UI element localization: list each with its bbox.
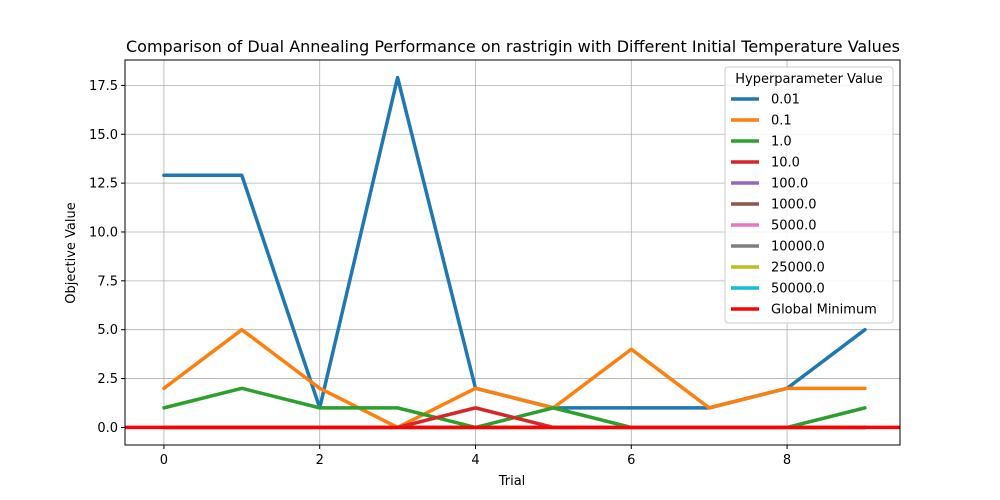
y-tick-label: 2.5: [97, 372, 118, 387]
plot-lines: [125, 75, 900, 430]
legend-label: 100.0: [771, 177, 808, 192]
x-axis-label: Trial: [498, 474, 526, 489]
legend: Hyperparameter Value 0.01 0.1 1.0 10.0 100.0 1…: [724, 66, 894, 324]
y-tick-label: 7.5: [97, 274, 118, 289]
x-tick-label: 0: [160, 453, 168, 468]
series-line-0.1: [162, 327, 867, 430]
legend-label: 0.01: [771, 93, 800, 108]
legend-label: 0.1: [771, 114, 792, 129]
legend-box: [724, 66, 894, 324]
x-tick-label: 4: [471, 453, 479, 468]
legend-label: 1.0: [771, 135, 792, 150]
y-tick-label: 17.5: [89, 79, 118, 94]
y-tick-label: 10.0: [89, 225, 118, 240]
x-tick-label: 6: [627, 453, 635, 468]
y-tick-label: 15.0: [89, 128, 118, 143]
legend-title: Hyperparameter Value: [735, 72, 883, 87]
y-tick-label: 5.0: [97, 323, 118, 338]
ticks: 0 2 4 6 8 0.0 2.5 5.0 7.5 10.0 12.5 15.0 17.5: [89, 79, 791, 468]
y-axis-label: Objective Value: [64, 202, 79, 303]
legend-label: 10000.0: [771, 240, 825, 255]
legend-label: Global Minimum: [771, 303, 877, 318]
legend-label: 5000.0: [771, 219, 817, 234]
legend-label: 10.0: [771, 156, 800, 171]
legend-label: 50000.0: [771, 282, 825, 297]
chart-title: Comparison of Dual Annealing Performance…: [126, 37, 900, 56]
y-tick-label: 12.5: [89, 177, 118, 192]
legend-label: 1000.0: [771, 198, 817, 213]
plot-frame: [124, 59, 901, 446]
x-tick-label: 8: [783, 453, 791, 468]
legend-label: 25000.0: [771, 261, 825, 276]
series-line-10.0: [162, 406, 867, 430]
y-tick-label: 0.0: [97, 421, 118, 436]
x-tick-label: 2: [316, 453, 324, 468]
